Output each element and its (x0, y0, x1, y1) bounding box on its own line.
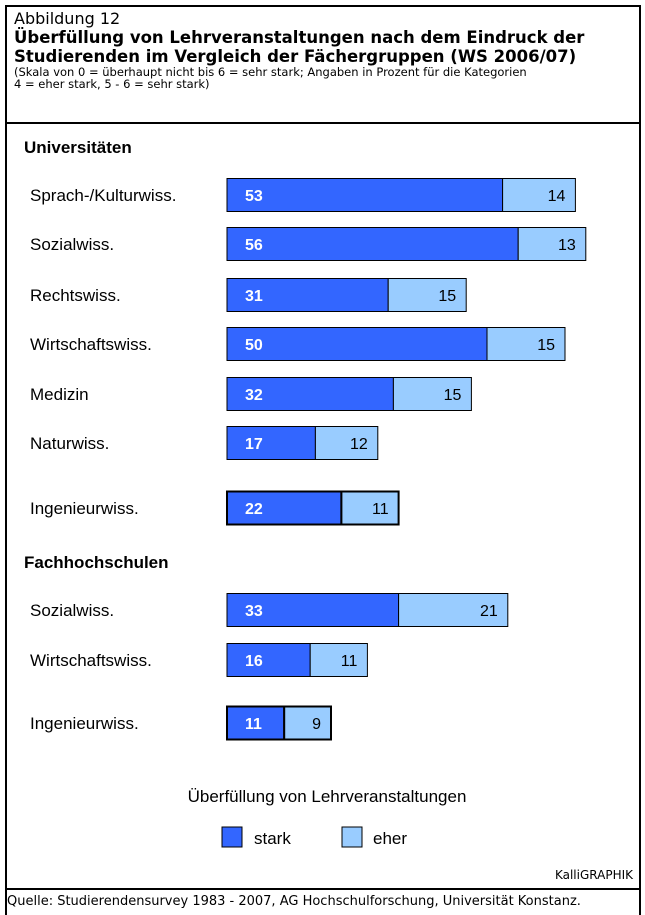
data-label-stark: 53 (245, 188, 263, 205)
bar-eher (517, 227, 587, 261)
figure-title-line-1: Überfüllung von Lehrveranstaltungen nach… (14, 28, 585, 47)
bar-stark (226, 327, 488, 361)
data-label-eher: 15 (438, 288, 456, 305)
bar-stark (226, 490, 343, 526)
bar-stark (226, 426, 316, 460)
bar-stark (226, 178, 504, 212)
category-label: Sozialwiss. (30, 235, 114, 254)
bar-eher (392, 377, 472, 411)
group-title: Universitäten (24, 138, 132, 157)
category-label: Naturwiss. (30, 434, 109, 453)
bar-eher (314, 426, 379, 460)
bar-eher (398, 593, 509, 627)
data-label-stark: 32 (245, 387, 263, 404)
data-label-stark: 56 (245, 237, 263, 254)
bar-eher (283, 705, 333, 741)
bar-eher (340, 490, 400, 526)
data-label-stark: 17 (245, 436, 263, 453)
data-label-stark: 50 (245, 337, 263, 354)
bar-stark (226, 593, 400, 627)
legend-label-eher: eher (373, 829, 407, 848)
category-label: Ingenieurwiss. (30, 499, 139, 518)
figure-note: (Skala von 0 = überhaupt nicht bis 6 = s… (14, 66, 639, 90)
category-label: Sprach-/Kulturwiss. (30, 186, 176, 205)
data-label-eher: 15 (537, 337, 555, 354)
bar-eher (486, 327, 566, 361)
figure-frame: Abbildung 12 Überfüllung von Lehrveranst… (5, 5, 641, 915)
data-label-stark: 31 (245, 288, 263, 305)
bar-eher (502, 178, 576, 212)
bar-stark (226, 643, 311, 677)
data-label-stark: 22 (245, 501, 263, 518)
data-label-stark: 16 (245, 653, 263, 670)
category-label: Medizin (30, 385, 89, 404)
figure-note-line-2: 4 = eher stark, 5 - 6 = sehr stark) (14, 77, 210, 91)
bar-stark (226, 227, 519, 261)
data-label-stark: 33 (245, 603, 263, 620)
data-label-eher: 11 (372, 501, 389, 518)
figure-header: Abbildung 12 Überfüllung von Lehrveranst… (7, 7, 639, 124)
data-label-eher: 11 (341, 653, 358, 670)
legend-swatch-stark (221, 826, 243, 848)
category-label: Sozialwiss. (30, 601, 114, 620)
brand-label: KalliGRAPHIK (554, 868, 633, 882)
bar-eher (309, 643, 368, 677)
category-label: Ingenieurwiss. (30, 714, 139, 733)
data-label-eher: 15 (444, 387, 462, 404)
data-label-eher: 14 (548, 188, 566, 205)
bar-eher (387, 278, 467, 312)
source-note: Quelle: Studierendensurvey 1983 - 2007, … (7, 894, 581, 909)
data-label-eher: 21 (480, 603, 498, 620)
category-label: Rechtswiss. (30, 286, 121, 305)
group-title: Fachhochschulen (24, 553, 169, 572)
figure-note-line-1: (Skala von 0 = überhaupt nicht bis 6 = s… (14, 65, 527, 79)
figure-title-line-2: Studierenden im Vergleich der Fächergrup… (14, 47, 577, 66)
legend-title: Überfüllung von Lehrveranstaltungen (188, 787, 467, 806)
legend-label-stark: stark (254, 829, 291, 848)
data-label-eher: 12 (350, 436, 368, 453)
figure-label: Abbildung 12 (14, 9, 121, 28)
legend-swatch-eher (341, 826, 363, 848)
category-label: Wirtschaftswiss. (30, 651, 152, 670)
data-label-eher: 9 (312, 716, 321, 733)
category-label: Wirtschaftswiss. (30, 335, 152, 354)
data-label-stark: 11 (245, 716, 262, 733)
data-label-eher: 13 (558, 237, 576, 254)
figure-title: Überfüllung von Lehrveranstaltungen nach… (14, 28, 639, 66)
